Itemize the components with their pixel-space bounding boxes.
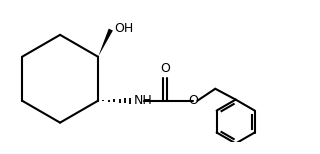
Polygon shape [98,29,113,57]
Text: O: O [188,94,198,107]
Text: O: O [160,62,170,75]
Text: NH: NH [133,94,152,107]
Text: OH: OH [114,22,133,35]
